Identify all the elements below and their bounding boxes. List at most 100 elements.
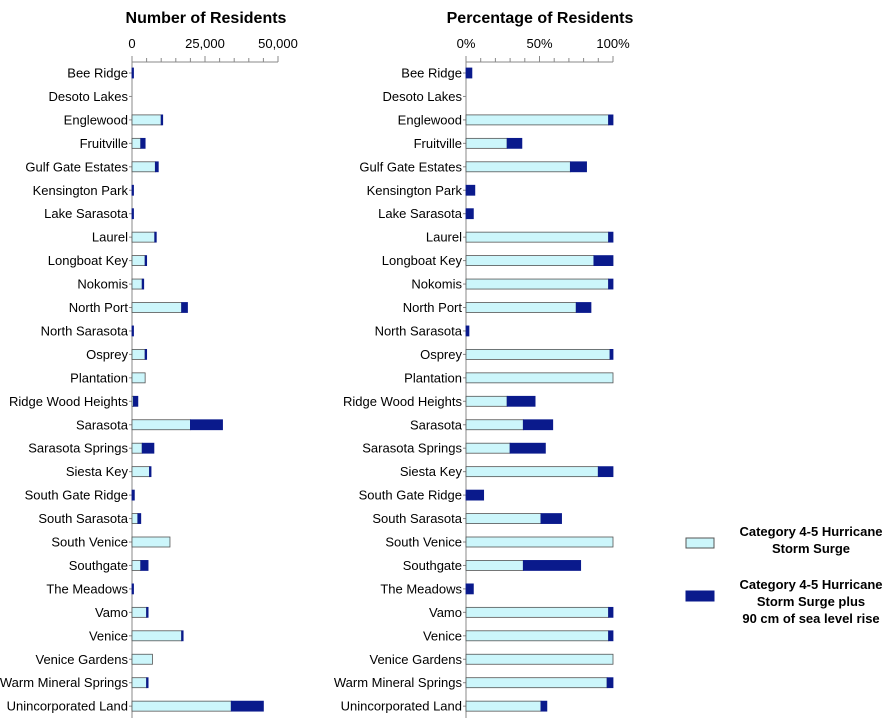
category-label: Unincorporated Land [341, 699, 462, 714]
category-label: South Sarasota [372, 511, 462, 526]
category-label: Bee Ridge [401, 66, 462, 81]
category-label: Venice [89, 628, 128, 643]
bar-storm-surge-plus-slr [569, 161, 587, 173]
bar-storm-surge-plus-slr [540, 700, 548, 712]
category-label: Gulf Gate Estates [359, 159, 462, 174]
category-label: Englewood [64, 112, 128, 127]
bar-storm-surge-plus-slr [189, 419, 223, 431]
bar-storm-surge-plus-slr [608, 231, 614, 243]
category-label: Lake Sarasota [378, 206, 463, 221]
category-label: Kensington Park [33, 183, 129, 198]
category-label: Vamo [95, 605, 128, 620]
category-label: Bee Ridge [67, 66, 128, 81]
bar-storm-surge [465, 442, 511, 454]
category-label: Longboat Key [48, 253, 129, 268]
x-tick-label: 50% [526, 36, 552, 51]
bar-storm-surge-plus-slr [608, 606, 614, 618]
x-tick-label: 0% [457, 36, 476, 51]
bar-storm-surge-plus-slr [608, 114, 614, 126]
bar-storm-surge-plus-slr [522, 560, 582, 571]
bar-storm-surge-plus-slr [131, 208, 134, 220]
bar-storm-surge [465, 278, 609, 290]
bar-storm-surge [465, 348, 611, 360]
x-tick-label: 100% [596, 36, 630, 51]
bar-storm-surge [465, 700, 542, 712]
bar-storm-surge-plus-slr [608, 278, 614, 290]
x-tick-label: 50,000 [258, 36, 298, 51]
bar-storm-surge-plus-slr [606, 677, 614, 689]
bar-storm-surge [465, 630, 609, 642]
bar-storm-surge [465, 419, 524, 431]
legend-label: Category 4-5 Hurricane [739, 524, 882, 539]
category-label: Venice [423, 628, 462, 643]
bar-storm-surge-plus-slr [230, 700, 264, 712]
category-label: Englewood [398, 112, 462, 127]
bar-storm-surge [131, 278, 143, 290]
bar-storm-surge-plus-slr [181, 302, 188, 313]
bar-storm-surge [131, 466, 150, 478]
category-label: North Sarasota [41, 323, 129, 338]
chart-title: Percentage of Residents [447, 10, 634, 27]
bar-storm-surge [465, 137, 508, 149]
bar-storm-surge [465, 395, 508, 407]
bar-storm-surge [465, 606, 609, 618]
category-label: South Venice [385, 535, 462, 550]
category-label: Southgate [403, 558, 462, 573]
bar-storm-surge-plus-slr [465, 489, 485, 501]
category-label: Desoto Lakes [49, 89, 129, 104]
bar-storm-surge-plus-slr [506, 395, 536, 407]
category-label: Sarasota Springs [28, 441, 128, 456]
legend-label: Category 4-5 Hurricane [739, 577, 882, 592]
category-label: North Port [69, 300, 129, 315]
category-label: Fruitville [414, 136, 462, 151]
category-label: North Port [403, 300, 463, 315]
chart-panel-residents-count: Number of Residents 0 25,000 50,000 Bee Ridg… [0, 10, 298, 718]
legend-label: 90 cm of sea level rise [742, 611, 879, 626]
bar-storm-surge-plus-slr [131, 489, 135, 501]
bar-storm-surge-plus-slr [465, 325, 470, 337]
bar-storm-surge-plus-slr [131, 184, 134, 196]
category-label: Osprey [86, 347, 128, 362]
bar-storm-surge [465, 536, 614, 548]
bar-storm-surge [131, 231, 156, 243]
bar-storm-surge [465, 114, 609, 126]
bar-storm-surge [131, 419, 191, 431]
category-label: South Venice [51, 535, 128, 550]
bar-storm-surge [465, 653, 614, 665]
bar-storm-surge-plus-slr [137, 513, 142, 524]
bar-storm-surge [131, 161, 156, 173]
category-label: Longboat Key [382, 253, 463, 268]
legend-swatch-storm-surge-plus-slr [685, 590, 715, 602]
bar-storm-surge-plus-slr [154, 161, 159, 173]
category-label: Sarasota Springs [362, 441, 462, 456]
category-label: The Meadows [380, 581, 462, 596]
category-label: South Sarasota [38, 511, 128, 526]
bar-storm-surge-plus-slr [131, 325, 134, 337]
bar-storm-surge [131, 372, 146, 384]
bar-storm-surge [131, 606, 147, 618]
category-label: Desoto Lakes [383, 89, 463, 104]
bar-storm-surge-plus-slr [131, 67, 134, 79]
bar-storm-surge [131, 442, 143, 454]
category-label: North Sarasota [375, 323, 463, 338]
bar-storm-surge-plus-slr [593, 255, 614, 267]
bar-storm-surge [131, 700, 232, 712]
bar-storm-surge [131, 677, 147, 689]
category-label: Venice Gardens [369, 652, 462, 667]
bar-storm-surge-plus-slr [160, 114, 164, 126]
category-label: Nokomis [77, 277, 128, 292]
bar-storm-surge [465, 302, 577, 313]
category-label: Warm Mineral Springs [334, 675, 463, 690]
bar-storm-surge [131, 137, 142, 149]
bar-storm-surge-plus-slr [465, 67, 473, 79]
bar-storm-surge-plus-slr [146, 606, 149, 618]
category-label: Nokomis [411, 277, 462, 292]
category-label: Plantation [404, 370, 462, 385]
category-label: South Gate Ridge [25, 488, 128, 503]
bar-storm-surge-plus-slr [608, 630, 614, 642]
bar-storm-surge-plus-slr [522, 419, 554, 431]
category-label: South Gate Ridge [359, 488, 462, 503]
x-tick-label: 0 [128, 36, 135, 51]
bar-storm-surge-plus-slr [149, 466, 152, 478]
bar-storm-surge-plus-slr [465, 583, 474, 595]
